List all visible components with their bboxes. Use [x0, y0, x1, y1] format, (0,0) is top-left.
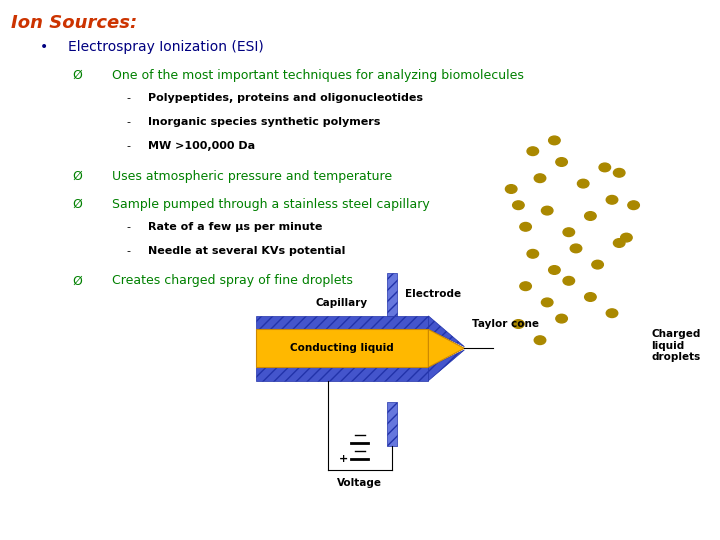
Polygon shape: [428, 329, 464, 367]
Circle shape: [613, 168, 625, 177]
Polygon shape: [256, 316, 428, 329]
Text: Inorganic species synthetic polymers: Inorganic species synthetic polymers: [148, 117, 380, 127]
Circle shape: [556, 314, 567, 323]
Circle shape: [505, 185, 517, 193]
Text: -: -: [126, 246, 130, 256]
Text: One of the most important techniques for analyzing biomolecules: One of the most important techniques for…: [112, 69, 523, 82]
Polygon shape: [256, 367, 428, 381]
Polygon shape: [428, 316, 464, 347]
Text: Capillary: Capillary: [316, 298, 368, 308]
Circle shape: [599, 163, 611, 172]
Text: Ø: Ø: [72, 170, 82, 183]
Text: Rate of a few μs per minute: Rate of a few μs per minute: [148, 222, 322, 232]
Circle shape: [570, 244, 582, 253]
Circle shape: [563, 276, 575, 285]
Circle shape: [556, 158, 567, 166]
Polygon shape: [387, 273, 397, 316]
Circle shape: [621, 233, 632, 242]
Text: Taylor cone: Taylor cone: [472, 319, 539, 329]
Text: Ion Sources:: Ion Sources:: [11, 14, 137, 31]
Text: Ø: Ø: [72, 198, 82, 211]
Circle shape: [541, 206, 553, 215]
Text: •: •: [40, 40, 48, 55]
Text: Polypeptides, proteins and oligonucleotides: Polypeptides, proteins and oligonucleoti…: [148, 93, 423, 103]
Circle shape: [585, 212, 596, 220]
Circle shape: [527, 249, 539, 258]
Circle shape: [534, 336, 546, 345]
Polygon shape: [387, 402, 397, 446]
Circle shape: [549, 136, 560, 145]
Circle shape: [520, 222, 531, 231]
Text: Needle at several KVs potential: Needle at several KVs potential: [148, 246, 345, 256]
Polygon shape: [428, 350, 464, 381]
Polygon shape: [256, 329, 428, 367]
Circle shape: [613, 239, 625, 247]
Text: Conducting liquid: Conducting liquid: [290, 343, 394, 353]
Text: Charged
liquid
droplets: Charged liquid droplets: [652, 329, 701, 362]
Circle shape: [513, 201, 524, 210]
Circle shape: [606, 195, 618, 204]
Circle shape: [527, 147, 539, 156]
Text: +: +: [339, 454, 348, 464]
Circle shape: [577, 179, 589, 188]
Circle shape: [541, 298, 553, 307]
Text: Electrode: Electrode: [405, 289, 461, 299]
Circle shape: [513, 320, 524, 328]
Circle shape: [534, 174, 546, 183]
Text: Ø: Ø: [72, 69, 82, 82]
Text: -: -: [126, 93, 130, 103]
Circle shape: [628, 201, 639, 210]
Text: Creates charged spray of fine droplets: Creates charged spray of fine droplets: [112, 274, 353, 287]
Text: -: -: [126, 141, 130, 152]
Circle shape: [520, 282, 531, 291]
Text: Voltage: Voltage: [337, 478, 382, 488]
Circle shape: [549, 266, 560, 274]
Text: MW >100,000 Da: MW >100,000 Da: [148, 141, 255, 152]
Text: Sample pumped through a stainless steel capillary: Sample pumped through a stainless steel …: [112, 198, 429, 211]
Text: -: -: [126, 222, 130, 232]
Circle shape: [592, 260, 603, 269]
Circle shape: [585, 293, 596, 301]
Text: Ø: Ø: [72, 274, 82, 287]
Circle shape: [606, 309, 618, 318]
Circle shape: [563, 228, 575, 237]
Text: -: -: [126, 117, 130, 127]
Text: Uses atmospheric pressure and temperature: Uses atmospheric pressure and temperatur…: [112, 170, 392, 183]
Text: Electrospray Ionization (ESI): Electrospray Ionization (ESI): [68, 40, 264, 55]
